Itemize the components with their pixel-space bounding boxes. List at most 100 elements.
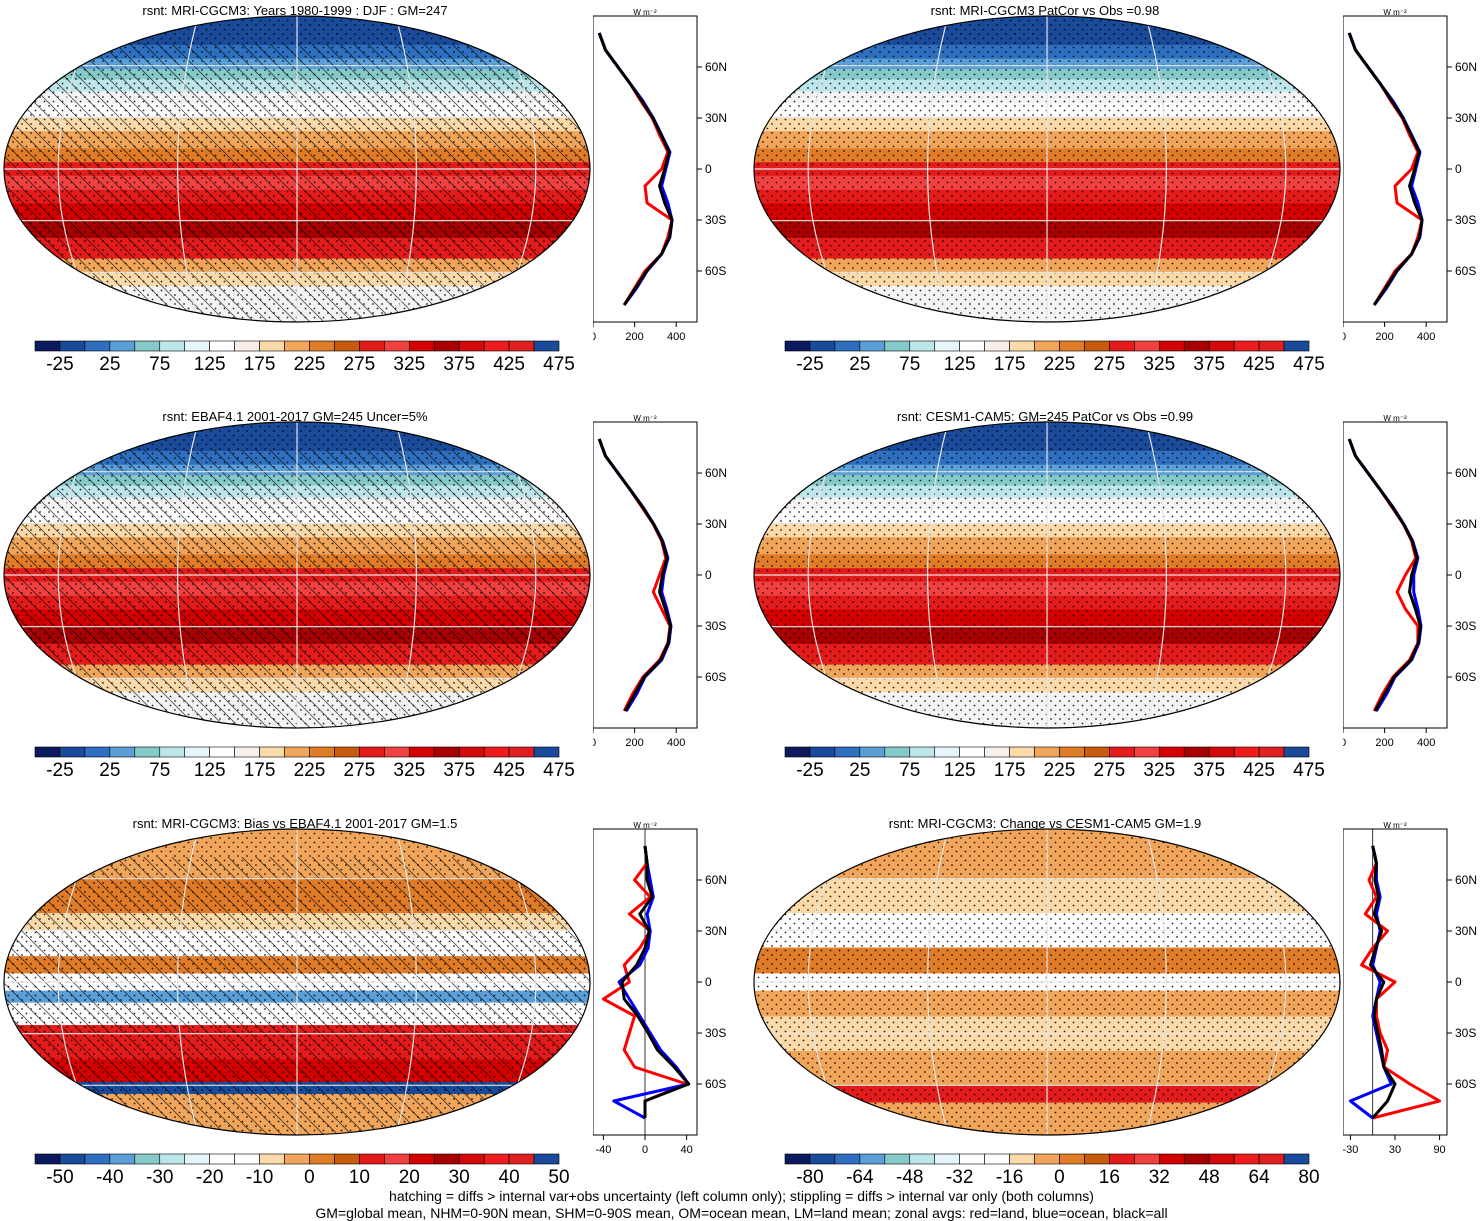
colorbar-tick-label: 275 [1093,354,1126,375]
profile-x-label: 30 [1389,1144,1401,1156]
map-panel [753,421,1341,729]
colorbar-box [1009,1153,1035,1165]
colorbar-tick-label: -20 [195,1167,224,1188]
colorbar-tick-label: 375 [1193,760,1226,781]
colorbar-box [483,746,510,758]
profile-x-label: 400 [667,331,685,343]
graticule-meridian [394,422,418,728]
colorbar-box [84,340,111,352]
colorbar-box [1258,340,1285,352]
colorbar [784,1153,1310,1165]
colorbar-tick-label: 425 [1243,760,1275,781]
profile-unit-label: W m⁻² [633,821,657,830]
profile-lat-label: 60N [705,60,727,74]
colorbar-box [1109,746,1135,758]
colorbar-tick-label: 275 [343,354,376,375]
footnote-line-1: hatching = diffs > internal var+obs unce… [389,1188,1094,1204]
colorbar-tick-label: -30 [146,1167,174,1188]
profile-x-label: 0 [593,737,596,749]
colorbar [784,746,1310,758]
profile-x-label: 0 [1343,331,1346,343]
colorbar-box [284,1153,310,1165]
colorbar-box [1233,340,1260,352]
map-panel [3,15,591,323]
colorbar-tick-label: 275 [1093,760,1126,781]
colorbar-box [34,1153,61,1165]
colorbar-tick-label: 125 [943,354,976,375]
colorbar-tick-label: -25 [796,760,824,781]
colorbar-box [909,340,936,352]
colorbar-tick-label: 50 [548,1167,570,1188]
colorbar-tick-label: 0 [304,1167,315,1188]
colorbar-tick-label: 32 [1148,1167,1170,1188]
colorbar-tick-label: -25 [796,354,824,375]
colorbar-tick-label: 225 [293,354,326,375]
colorbar-box [508,1153,535,1165]
colorbar-tick-label: 175 [993,354,1026,375]
colorbar-box [458,1153,485,1165]
profile-x-label: 200 [625,331,643,343]
colorbar-tick-label: 25 [99,354,121,375]
colorbar-box [309,1153,335,1165]
colorbar-box [59,340,86,352]
colorbar-tick-label: -50 [46,1167,74,1188]
colorbar-box [1208,340,1235,352]
colorbar-box [1034,1153,1060,1165]
profile-lat-label: 30N [1455,924,1477,938]
colorbar-box [1158,1153,1185,1165]
profile-lat-label: 60N [705,873,727,887]
profile-x-label: 200 [1375,331,1393,343]
colorbar-box [1183,746,1210,758]
colorbar-box [59,746,86,758]
zonal-profile: W m⁻² 60N 30N 0 30S 60S -30 30 90 [1343,821,1477,1156]
colorbar-box [384,340,410,352]
colorbar-box [334,746,360,758]
colorbar-box [408,340,435,352]
panel-title: rsnt: MRI-CGCM3: Bias vs EBAF4.1 2001-20… [132,816,458,831]
graticule-meridian [1144,829,1168,1135]
colorbar-box [859,746,886,758]
colorbar-box [1134,746,1160,758]
colorbar-box [234,746,260,758]
colorbar-box [433,1153,460,1165]
profile-x-label: -40 [595,1144,611,1156]
colorbar-box [159,746,186,758]
colorbar-box [934,340,960,352]
profile-lat-label: 60S [705,264,726,278]
colorbar-box [184,1153,210,1165]
profile-unit-label: W m⁻² [633,414,657,423]
colorbar-box [884,340,911,352]
profile-x-label: 0 [1343,737,1346,749]
colorbar-tick-label: 125 [193,354,226,375]
colorbar-box [834,340,861,352]
colorbar-tick-label: -40 [96,1167,124,1188]
colorbar-box [934,746,960,758]
profile-unit-label: W m⁻² [1383,8,1407,17]
colorbar-box [184,340,210,352]
profile-lat-label: 60N [1455,873,1477,887]
graticule-meridian [176,422,200,728]
colorbar-tick-label: 375 [443,354,476,375]
colorbar-box [309,340,335,352]
colorbar-tick-label: -48 [896,1167,924,1188]
colorbar-tick-label: 125 [193,760,226,781]
colorbar-box [309,746,335,758]
colorbar-box [1283,746,1310,758]
colorbar-box [1059,746,1085,758]
profile-x-label: -30 [1343,1144,1358,1156]
colorbar-box [508,746,535,758]
colorbar-box [458,340,485,352]
profile-lat-label: 30S [1455,213,1476,227]
colorbar-box [408,1153,435,1165]
colorbar-box [1283,1153,1310,1165]
colorbar-tick-label: 375 [1193,354,1226,375]
profile-lat-label: 30S [705,619,726,633]
colorbar-box [884,746,911,758]
panel-title: rsnt: MRI-CGCM3 PatCor vs Obs =0.98 [930,3,1160,18]
colorbar [784,340,1310,352]
colorbar-box [159,1153,186,1165]
colorbar-box [433,340,460,352]
colorbar-box [1208,746,1235,758]
colorbar-box [59,1153,86,1165]
colorbar-box [909,1153,936,1165]
